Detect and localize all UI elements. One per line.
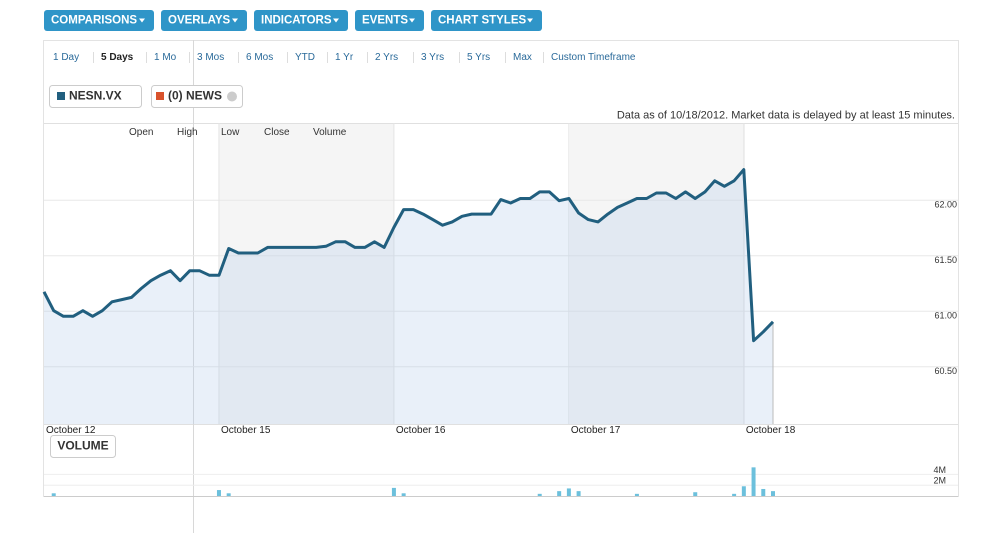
- toolbar-label: OVERLAYS: [168, 15, 231, 27]
- range-link[interactable]: 5 Yrs: [467, 52, 490, 63]
- plot: 60.50 61.00 61.50 62.00 October 12 October 15…: [42, 123, 958, 496]
- toolbar-button[interactable]: [431, 10, 542, 31]
- toolbar-button[interactable]: [254, 10, 348, 31]
- range-link[interactable]: 1 Day: [53, 52, 79, 63]
- dropdown-arrow: [527, 18, 533, 23]
- y-tick-label: 4M: [933, 465, 946, 475]
- legend-box[interactable]: [49, 85, 142, 108]
- volume-bar: [741, 486, 746, 496]
- volume-bar: [51, 493, 56, 496]
- y-tick-label: 60.50: [934, 366, 957, 376]
- volume-bar: [557, 491, 562, 496]
- close-icon[interactable]: [227, 91, 237, 102]
- volume-bar: [634, 493, 639, 496]
- range-link[interactable]: Max: [513, 52, 532, 63]
- x-tick-label: October 12: [46, 425, 96, 436]
- volume-bar: [537, 493, 542, 496]
- volume-bar: [771, 491, 775, 496]
- range-link[interactable]: YTD: [295, 52, 315, 63]
- volume-title: VOLUME: [57, 439, 108, 453]
- y-tick-label: 61.50: [934, 255, 957, 265]
- volume-bar: [226, 493, 231, 496]
- volume-bar: [751, 467, 756, 496]
- volume-bar: [693, 492, 698, 496]
- area-fill: [44, 169, 773, 424]
- x-tick-label: October 15: [221, 425, 271, 436]
- x-tick-label: October 18: [746, 425, 796, 436]
- legend-label: (0) NEWS: [168, 89, 222, 103]
- volume-bar: [761, 488, 766, 496]
- range-link[interactable]: 6 Mos: [246, 52, 273, 63]
- legend: NESN.VX (0) NEWS: [49, 85, 243, 108]
- toolbar-label: CHART STYLES: [438, 15, 527, 27]
- toolbar-button[interactable]: [161, 10, 247, 31]
- range-link[interactable]: 1 Mo: [154, 52, 177, 63]
- y-tick-label: 61.00: [934, 311, 957, 321]
- day-shade: [570, 123, 745, 424]
- y-tick-label: 2M: [933, 476, 946, 486]
- toolbar-label: COMPARISONS: [51, 15, 137, 27]
- note: Data as of 10/18/2012. Market data is de…: [617, 109, 955, 121]
- toolbar-label: EVENTS: [362, 15, 408, 27]
- volume-bar: [216, 490, 221, 496]
- x-tick-label: October 17: [571, 425, 621, 436]
- range-link[interactable]: 3 Mos: [197, 52, 224, 63]
- dropdown-arrow: [333, 18, 339, 23]
- legend-label: NESN.VX: [69, 89, 122, 103]
- legend-swatch: [57, 92, 65, 100]
- hover-field: Open: [129, 127, 153, 138]
- dropdown-arrow: [139, 18, 145, 23]
- legend-swatch: [156, 92, 164, 100]
- legend-box[interactable]: [151, 85, 243, 108]
- toolbar-button[interactable]: [44, 10, 154, 31]
- range-bar: 1 Day 5 Days 1 Mo 3 Mos 6 Mos YTD 1 Yr 2 Yrs 3 Y…: [53, 52, 636, 63]
- hover-field: Low: [221, 127, 240, 138]
- volume-bar: [576, 491, 581, 496]
- volume-bar: [401, 493, 406, 496]
- range-link-active[interactable]: 5 Days: [101, 52, 134, 63]
- toolbar-button[interactable]: [355, 10, 424, 31]
- hover-fields: Open High Low Close Volume: [129, 127, 347, 138]
- hover-field: High: [177, 127, 198, 138]
- volume-toggle[interactable]: [50, 435, 116, 458]
- toolbar-label: INDICATORS: [261, 15, 332, 27]
- range-link[interactable]: 3 Yrs: [421, 52, 444, 63]
- toolbar: COMPARISONS OVERLAYS INDICATORS EVENTS CHART…: [44, 10, 542, 31]
- x-tick-label: October 16: [396, 425, 446, 436]
- volume-bar: [391, 487, 396, 496]
- range-link[interactable]: 1 Yr: [335, 52, 354, 63]
- volume-bar: [732, 493, 737, 496]
- volume-bar: [566, 488, 571, 496]
- day-shade: [219, 123, 394, 424]
- panel: [43, 40, 959, 497]
- dropdown-arrow: [409, 18, 415, 23]
- hover-field: Volume: [313, 127, 347, 138]
- price-line: [42, 168, 775, 343]
- dropdown-arrow: [232, 18, 238, 23]
- hover-field: Close: [264, 127, 290, 138]
- y-tick-label: 62.00: [934, 200, 957, 210]
- range-link[interactable]: Custom Timeframe: [551, 52, 636, 63]
- range-link[interactable]: 2 Yrs: [375, 52, 398, 63]
